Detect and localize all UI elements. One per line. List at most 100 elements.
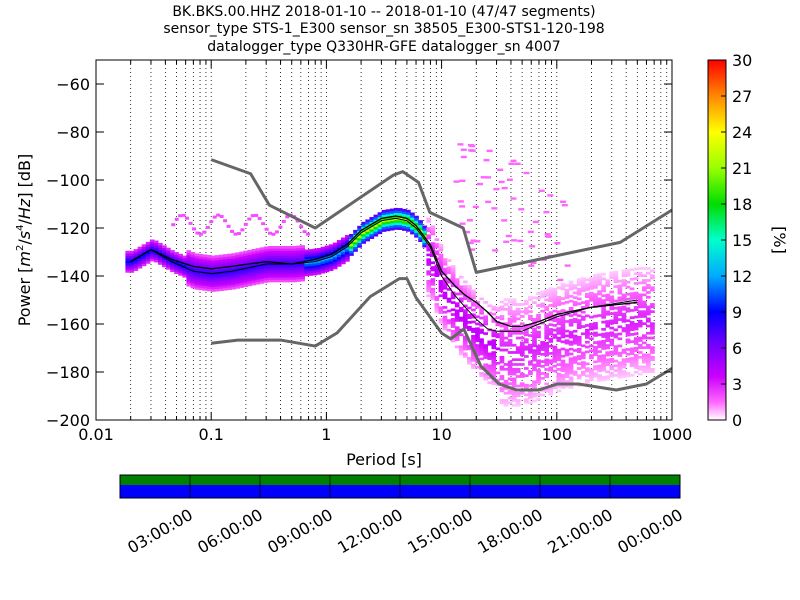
- density-cell: [174, 254, 179, 258]
- density-cell: [597, 299, 602, 303]
- density-cell: [568, 335, 574, 339]
- density-cell: [515, 403, 521, 407]
- density-cell: [609, 319, 615, 323]
- density-cell: [621, 279, 627, 282]
- density-cell: [227, 260, 232, 264]
- density-cell: [274, 230, 279, 234]
- density-cell: [194, 253, 200, 257]
- density-cell: [438, 287, 444, 290]
- density-cell: [560, 316, 566, 320]
- density-cell: [528, 370, 533, 373]
- density-cell: [467, 143, 474, 147]
- density-cell: [499, 300, 505, 304]
- density-cell: [328, 258, 334, 262]
- density-cell: [320, 270, 326, 274]
- chart-title-line-1: BK.BKS.00.HHZ 2018-01-10 -- 2018-01-10 (…: [172, 4, 595, 20]
- density-cell: [625, 352, 631, 356]
- density-cell: [597, 280, 602, 284]
- density-cell: [475, 332, 480, 335]
- density-cell: [426, 253, 432, 257]
- density-cell: [295, 219, 300, 223]
- density-cell: [597, 364, 602, 368]
- density-cell: [487, 304, 493, 308]
- density-cell: [515, 358, 521, 362]
- density-cell: [206, 274, 212, 277]
- density-cell: [296, 257, 301, 261]
- density-cell: [589, 375, 594, 379]
- density-cell: [568, 362, 574, 365]
- density-cell: [320, 249, 326, 252]
- density-cell: [601, 335, 606, 338]
- density-cell: [458, 285, 464, 289]
- density-cell: [646, 331, 651, 335]
- density-cell: [166, 262, 171, 265]
- density-cell: [223, 268, 228, 272]
- density-cell: [438, 258, 444, 262]
- density-cell: [426, 248, 432, 252]
- density-cell: [511, 300, 517, 304]
- density-cell: [267, 258, 273, 261]
- density-cell: [186, 266, 192, 270]
- density-cell: [190, 271, 196, 274]
- density-cell: [593, 300, 598, 304]
- density-cell: [279, 279, 285, 283]
- density-cell: [593, 367, 598, 371]
- density-cell: [633, 294, 639, 297]
- density-cell: [519, 358, 525, 362]
- density-cell: [511, 394, 517, 398]
- density-cell: [369, 229, 375, 232]
- density-cell: [637, 339, 643, 342]
- density-cell: [629, 340, 635, 344]
- density-cell: [519, 375, 525, 378]
- density-cell: [519, 351, 525, 354]
- density-cell: [308, 263, 314, 267]
- density-cell: [255, 277, 261, 280]
- density-cell: [589, 296, 594, 300]
- density-cell: [300, 273, 305, 277]
- density-cell: [552, 364, 558, 368]
- density-cell: [609, 300, 615, 304]
- density-cell: [524, 302, 529, 306]
- density-cell: [397, 224, 403, 228]
- density-cell: [345, 239, 350, 243]
- density-cell: [625, 331, 631, 335]
- density-cell: [442, 327, 448, 331]
- density-cell: [198, 258, 204, 262]
- density-cell: [401, 220, 407, 224]
- density-cell: [617, 363, 623, 367]
- density-cell: [251, 258, 257, 262]
- density-cell: [267, 277, 273, 280]
- density-cell: [279, 258, 285, 261]
- density-cell: [288, 260, 293, 264]
- density-cell: [468, 149, 475, 152]
- density-cell: [332, 264, 338, 267]
- density-cell: [227, 287, 232, 291]
- density-cell: [231, 274, 236, 278]
- density-cell: [544, 351, 550, 355]
- density-cell: [450, 330, 456, 333]
- density-cell: [157, 247, 163, 251]
- density-cell: [288, 248, 293, 252]
- density-cell: [483, 346, 488, 350]
- density-cell: [469, 248, 476, 251]
- density-cell: [251, 249, 257, 252]
- density-cell: [576, 314, 582, 318]
- density-cell: [483, 375, 488, 379]
- density-cell: [609, 297, 615, 301]
- density-cell: [438, 294, 444, 298]
- density-cell: [552, 369, 558, 373]
- density-cell: [548, 332, 554, 336]
- density-cell: [528, 391, 533, 395]
- density-cell: [381, 229, 387, 232]
- density-cell: [267, 248, 273, 252]
- density-cell: [621, 348, 627, 352]
- density-cell: [613, 374, 619, 377]
- density-cell: [572, 317, 578, 321]
- density-cell: [491, 207, 498, 210]
- density-cell: [605, 312, 611, 316]
- density-cell: [491, 372, 497, 376]
- density-cell: [393, 224, 399, 228]
- density-cell: [365, 231, 371, 235]
- density-cell: [528, 360, 533, 364]
- density-cell: [609, 360, 615, 364]
